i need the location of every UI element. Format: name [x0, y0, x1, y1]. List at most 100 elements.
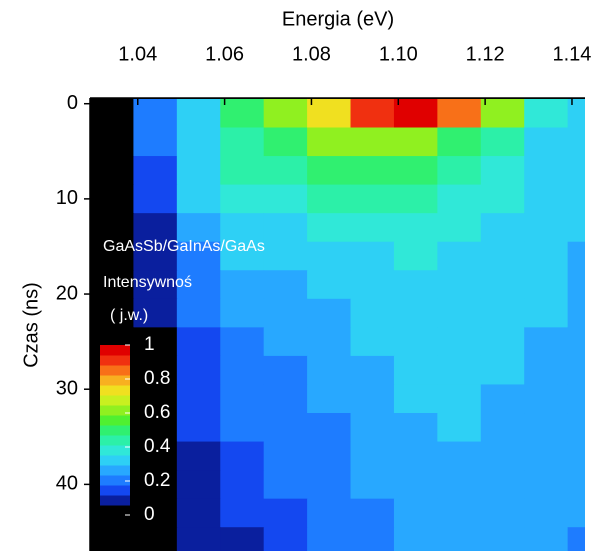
heat-cell — [567, 470, 585, 500]
colorbar-step — [100, 355, 130, 366]
heat-cell — [437, 98, 482, 129]
x-axis-title: Energia (eV) — [282, 8, 394, 30]
colorbar-step — [100, 495, 130, 506]
heat-cell — [480, 527, 525, 551]
heat-cell — [220, 498, 265, 528]
heat-cell — [133, 156, 178, 186]
heat-cell — [350, 441, 395, 471]
heat-cell — [220, 384, 265, 414]
heat-cell — [133, 127, 178, 157]
heat-cell — [524, 384, 569, 414]
heat-cell — [524, 441, 569, 471]
heat-cell — [350, 270, 395, 300]
heat-cell — [90, 527, 134, 551]
colorbar-step — [100, 465, 130, 476]
heat-cell — [307, 413, 352, 443]
heat-cell — [176, 384, 221, 414]
heat-cell — [263, 498, 308, 528]
heat-cell — [90, 270, 134, 300]
heat-cell — [524, 156, 569, 186]
x-tick-label: 1.08 — [292, 43, 331, 65]
heat-cell — [176, 127, 221, 157]
heat-cell — [133, 241, 178, 271]
heat-cell — [567, 270, 585, 300]
heat-cell — [350, 127, 395, 157]
y-tick-label: 20 — [56, 282, 78, 304]
heat-cell — [133, 213, 178, 243]
colorbar-tick-label: 0.6 — [144, 402, 170, 423]
heat-cell — [480, 241, 525, 271]
heat-cell — [524, 98, 569, 129]
heat-cell — [350, 184, 395, 214]
heat-cell — [307, 441, 352, 471]
heat-cell — [176, 156, 221, 186]
heat-cell — [480, 184, 525, 214]
heat-cell — [567, 213, 585, 243]
heat-cell — [393, 355, 438, 385]
heat-cell — [263, 156, 308, 186]
heat-cell — [393, 413, 438, 443]
colorbar-tick-label: 0.8 — [144, 368, 170, 389]
heat-cell — [480, 413, 525, 443]
colorbar-step — [100, 475, 130, 486]
heat-cell — [524, 241, 569, 271]
heat-cell — [437, 213, 482, 243]
heat-cell — [176, 270, 221, 300]
heat-cell — [220, 156, 265, 186]
heat-cell — [393, 98, 438, 129]
colorbar-tick-label: 1 — [144, 334, 155, 355]
heat-cell — [567, 327, 585, 357]
heat-cell — [437, 470, 482, 500]
y-tick-label: 0 — [67, 92, 78, 114]
heat-cell — [480, 98, 525, 129]
heat-cell — [567, 355, 585, 385]
heat-cell — [176, 441, 221, 471]
heat-cell — [350, 241, 395, 271]
heat-cell — [90, 213, 134, 243]
colorbar-step — [100, 365, 130, 376]
heat-cell — [437, 241, 482, 271]
heat-cell — [393, 241, 438, 271]
heat-cell — [90, 156, 134, 186]
heat-cell — [524, 413, 569, 443]
heat-cell — [176, 241, 221, 271]
annotation: ( j.w.) — [110, 307, 148, 324]
heat-cell — [220, 270, 265, 300]
heat-cell — [437, 498, 482, 528]
heat-cell — [263, 413, 308, 443]
heat-cell — [567, 498, 585, 528]
heat-cell — [220, 441, 265, 471]
heat-cell — [350, 527, 395, 551]
heat-cell — [176, 298, 221, 328]
heat-cell — [90, 98, 134, 129]
colorbar-step — [100, 375, 130, 386]
heat-cell — [437, 327, 482, 357]
y-axis-title: Czas (ns) — [20, 282, 42, 368]
heat-cell — [176, 470, 221, 500]
y-tick-label: 40 — [56, 473, 78, 495]
heat-cell — [307, 327, 352, 357]
heat-cell — [176, 527, 221, 551]
heat-cell — [307, 298, 352, 328]
colorbar-step — [100, 345, 130, 356]
heat-cell — [393, 527, 438, 551]
heat-cell — [524, 127, 569, 157]
heat-cell — [263, 527, 308, 551]
heat-cell — [567, 384, 585, 414]
heat-cell — [480, 213, 525, 243]
heat-cell — [524, 498, 569, 528]
heat-cell — [480, 355, 525, 385]
heat-cell — [350, 470, 395, 500]
heat-cell — [480, 384, 525, 414]
heat-cell — [263, 298, 308, 328]
heat-cell — [220, 127, 265, 157]
colorbar-step — [100, 385, 130, 396]
heat-cell — [480, 441, 525, 471]
heat-cell — [524, 355, 569, 385]
heat-cell — [263, 184, 308, 214]
heat-cell — [176, 98, 221, 129]
x-tick-label: 1.14 — [553, 43, 592, 65]
heat-cell — [524, 213, 569, 243]
colorbar-step — [100, 455, 130, 466]
heat-cell — [90, 184, 134, 214]
